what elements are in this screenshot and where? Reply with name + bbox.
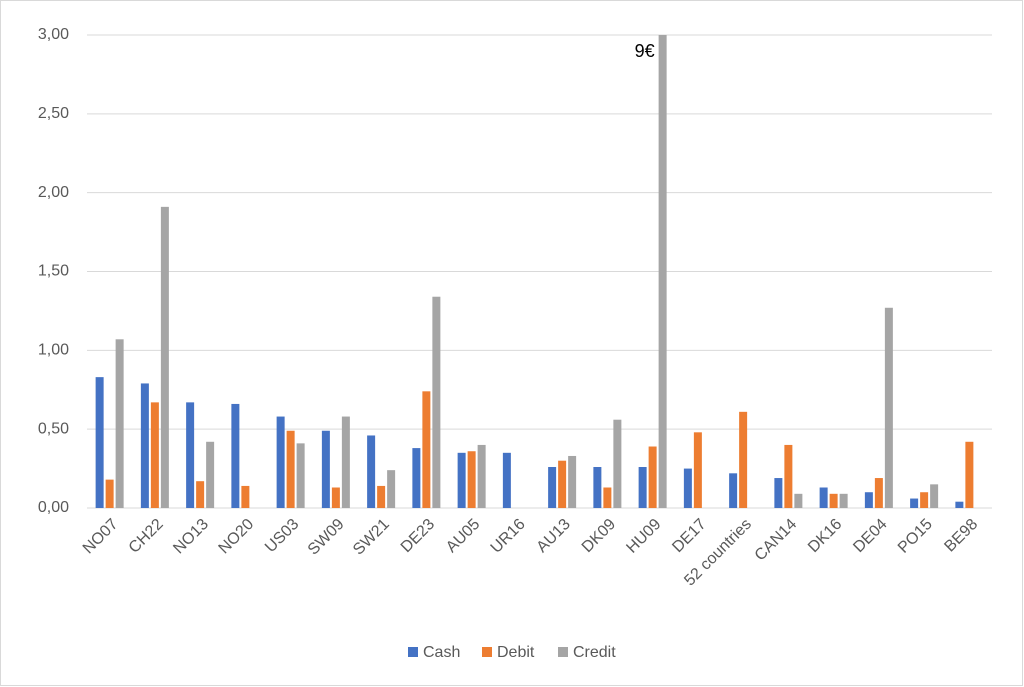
y-tick-label: 0,00 [38,499,69,516]
bar [341,416,350,508]
bar [286,430,295,508]
bar [729,473,738,508]
bar [457,452,466,508]
bar [930,484,939,508]
bar [658,35,667,508]
bar [206,441,215,508]
legend-label: Credit [573,644,616,661]
bar [422,391,431,508]
bar [955,501,964,508]
bar [502,452,511,508]
bar [683,468,692,508]
bar [477,444,486,508]
bar [115,339,124,508]
bar [186,402,195,508]
legend-swatch [558,647,568,657]
bar [593,467,602,508]
y-tick-label: 0,50 [38,420,69,437]
bar [910,498,919,508]
bar [794,493,803,508]
bar [196,481,205,508]
bar [784,444,793,508]
bar [603,487,612,508]
bar [377,485,386,508]
y-tick-label: 1,50 [38,263,69,280]
bar [920,492,929,508]
bar [638,467,647,508]
annotation: 9€ [635,41,655,61]
bar [874,478,883,508]
bar [276,416,285,508]
bar [548,467,557,508]
bar [613,419,622,508]
bar [367,435,376,508]
legend-swatch [482,647,492,657]
bar [839,493,848,508]
bar [241,485,250,508]
y-tick-label: 2,00 [38,184,69,201]
bar [387,470,396,508]
y-tick-label: 2,50 [38,105,69,122]
y-tick-label: 1,00 [38,342,69,359]
bar [321,430,330,508]
bar [231,403,240,508]
bar [693,432,702,508]
bar [412,448,421,508]
bar [467,451,476,508]
bar [739,411,748,508]
bar [160,206,169,508]
bar [965,441,974,508]
bar [884,307,893,508]
legend-label: Cash [423,644,460,661]
y-tick-label: 3,00 [38,26,69,43]
bar [829,493,838,508]
legend-swatch [408,647,418,657]
bar [140,383,149,508]
bar [105,479,114,508]
bar [648,446,657,508]
bar [568,455,577,508]
bar [296,443,305,508]
bar [864,492,873,508]
bar [558,460,567,508]
bar [150,402,159,508]
bar [819,487,828,508]
bar [95,377,104,508]
legend-label: Debit [497,644,535,661]
bar [774,478,783,508]
bar [432,296,441,508]
plot-area [95,35,974,508]
bar [331,487,340,508]
